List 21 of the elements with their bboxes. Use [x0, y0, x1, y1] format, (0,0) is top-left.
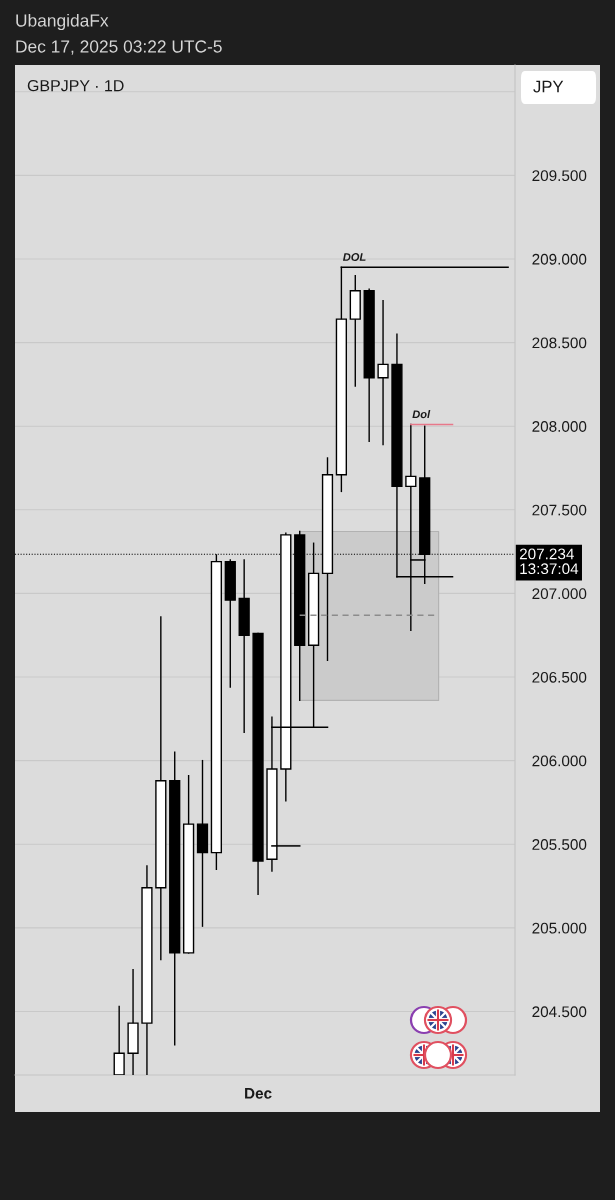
ref-line-label: 207.234 13:37:04 — [519, 548, 579, 575]
candlestick — [377, 300, 389, 446]
y-tick-label: 208.500 — [532, 337, 587, 349]
y-tick-label: 206.500 — [532, 671, 587, 683]
y-tick-label: 208.000 — [532, 421, 587, 432]
y-tick-label: 205.500 — [532, 839, 587, 850]
y-tick-label: 207.500 — [532, 504, 587, 516]
y-tick-label: 204.500 — [532, 1006, 587, 1018]
series-label: DOL — [342, 253, 366, 261]
series-label: Dol — [412, 410, 431, 419]
y-tick-label: 207.000 — [532, 588, 587, 600]
text: UbangidaFx — [16, 13, 109, 31]
x-tick-label: Dec — [245, 1088, 272, 1099]
text: Dec 17, 2025 03:22 UTC-5 — [16, 40, 222, 55]
text: GBPJPY · 1D — [27, 79, 124, 92]
y-tick-label: 209.500 — [532, 170, 587, 182]
candlestick — [113, 1005, 125, 1075]
y-tick-label: 206.000 — [532, 755, 587, 767]
y-tick-label: 209.000 — [532, 253, 587, 265]
y-tick-label: 205.000 — [532, 922, 587, 934]
y-axis-title: JPY — [533, 80, 564, 93]
